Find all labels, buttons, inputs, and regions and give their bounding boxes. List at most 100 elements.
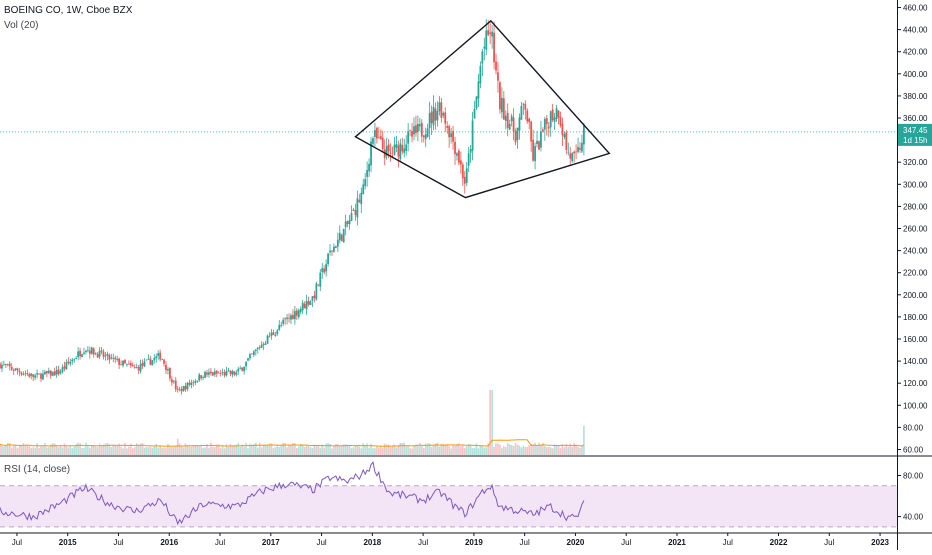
volume-bar-172 (335, 443, 337, 455)
volume-bar-234 (456, 444, 458, 455)
volume-bar-267 (520, 447, 523, 455)
candle-body-48 (92, 348, 95, 355)
volume-bar-277 (540, 444, 542, 455)
candle-body-29 (55, 370, 58, 375)
time-tick-label-5: 2017 (262, 538, 280, 547)
volume-bar-134 (260, 447, 263, 455)
candle-body-255 (497, 72, 499, 81)
candle-body-173 (336, 239, 339, 247)
volume-bar-137 (266, 444, 269, 455)
volume-bar-30 (57, 447, 60, 455)
volume-bar-22 (42, 446, 44, 455)
candle-body-110 (213, 371, 216, 375)
volume-bar-241 (469, 444, 472, 455)
candle-body-201 (391, 155, 394, 157)
candle-body-215 (418, 124, 421, 127)
candle-body-42 (81, 354, 83, 357)
volume-bar-34 (65, 445, 68, 455)
candle-body-267 (520, 105, 523, 120)
volume-bar-228 (444, 445, 447, 455)
volume-bar-121 (235, 444, 238, 455)
time-tick-label-7: 2018 (363, 538, 381, 547)
volume-bar-152 (296, 447, 298, 455)
candle-body-198 (385, 145, 388, 157)
volume-bar-218 (424, 443, 427, 455)
symbol-legend[interactable]: BOEING CO, 1W, Cboe BZX (4, 5, 133, 16)
volume-bar-223 (434, 443, 437, 455)
candle-body-249 (485, 30, 488, 50)
candle-body-190 (370, 141, 372, 166)
candle-body-138 (268, 336, 271, 338)
candle-body-291 (567, 151, 570, 153)
volume-bar-32 (61, 447, 64, 455)
volume-bar-168 (327, 442, 329, 455)
candle-body-172 (334, 246, 337, 248)
price-tick-label-5: 160.00 (903, 335, 928, 344)
volume-bar-264 (514, 443, 517, 455)
volume-bar-10 (18, 445, 21, 455)
candle-body-184 (358, 199, 361, 203)
volume-bar-127 (247, 448, 249, 455)
candle-body-210 (409, 129, 411, 131)
volume-bar-266 (518, 445, 521, 455)
volume-bar-83 (161, 448, 163, 455)
candle-body-82 (159, 352, 162, 360)
volume-ma-line (0, 439, 585, 447)
candle-body-14 (26, 373, 29, 375)
candle-body-289 (563, 134, 566, 138)
candle-body-270 (526, 110, 529, 122)
candle-body-238 (463, 176, 466, 184)
volume-bar-195 (380, 445, 382, 455)
price-tick-label-20: 460.00 (903, 4, 928, 13)
candle-body-124 (241, 367, 244, 371)
volume-bar-219 (426, 443, 429, 455)
volume-bar-249 (485, 447, 488, 455)
candle-body-126 (245, 361, 247, 367)
volume-bar-183 (356, 445, 359, 455)
volume-bar-279 (544, 445, 546, 455)
volume-bar-239 (465, 446, 468, 455)
candle-body-286 (557, 110, 560, 118)
candle-body-32 (61, 367, 64, 372)
candle-body-131 (254, 349, 257, 352)
candle-body-55 (106, 353, 109, 356)
volume-bar-49 (94, 446, 97, 455)
candle-body-104 (202, 377, 204, 379)
price-tick-label-13: 320.00 (903, 158, 928, 167)
volume-bar-209 (407, 446, 409, 455)
candle-body-43 (83, 352, 85, 354)
volume-bar-269 (524, 446, 527, 455)
candle-body-248 (483, 46, 486, 49)
volume-bar-118 (229, 443, 232, 455)
volume-bar-146 (284, 443, 286, 455)
volume-bar-138 (268, 443, 271, 455)
volume-bar-189 (368, 447, 370, 455)
candle-body-139 (270, 332, 273, 337)
candle-body-30 (57, 369, 60, 375)
volume-bar-46 (89, 447, 91, 455)
candle-body-107 (208, 372, 210, 375)
volume-bar-273 (532, 444, 534, 455)
candle-body-59 (114, 357, 117, 360)
volume-legend[interactable]: Vol (20) (4, 20, 39, 31)
volume-bar-105 (204, 447, 206, 455)
volume-bar-54 (104, 443, 107, 455)
volume-bar-130 (253, 443, 255, 455)
volume-bar-136 (264, 445, 267, 455)
rsi-legend[interactable]: RSI (14, close) (4, 464, 71, 475)
volume-bar-36 (69, 445, 72, 455)
volume-bar-66 (128, 446, 130, 455)
candle-body-91 (176, 388, 179, 390)
volume-bar-158 (307, 445, 310, 455)
volume-bar-153 (297, 446, 300, 455)
volume-bar-151 (294, 443, 296, 455)
volume-bar-186 (362, 443, 365, 455)
volume-bar-282 (549, 447, 552, 455)
volume-bar-21 (40, 445, 42, 455)
volume-bar-62 (120, 446, 122, 455)
volume-bar-225 (438, 446, 441, 455)
